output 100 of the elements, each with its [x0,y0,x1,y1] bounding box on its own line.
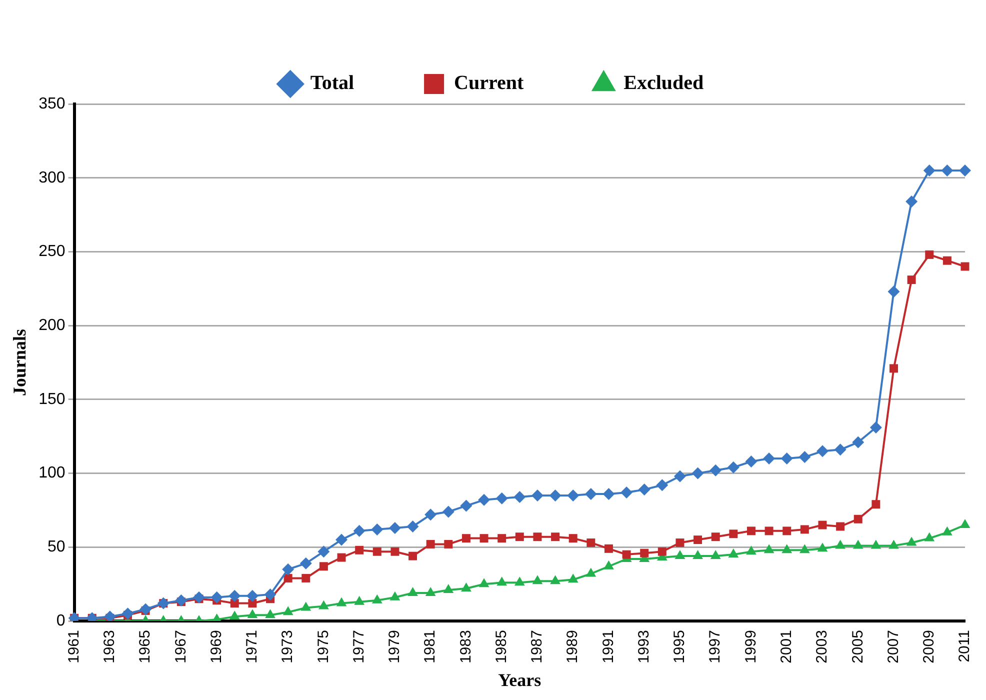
point [852,540,864,549]
y-tick-label: 200 [38,316,66,334]
point [444,540,453,548]
x-tick-label: 1969 [208,630,225,664]
point [318,546,330,558]
point [229,610,240,620]
point [852,436,864,448]
point [622,550,631,559]
point [888,540,899,549]
point [836,522,845,531]
x-tick-label: 1961 [65,630,82,664]
x-tick-label: 1967 [172,630,190,664]
point [818,520,827,530]
point [710,464,722,476]
point [514,576,525,586]
point [371,523,384,536]
y-tick-label: 250 [38,243,66,260]
point [584,488,597,500]
point [264,588,276,600]
point [782,526,792,536]
point [729,530,738,538]
point [478,578,490,588]
x-tick-label: 1985 [492,630,510,664]
point [567,489,580,502]
y-tick-label: 350 [38,95,66,112]
y-tick-label: 50 [48,538,66,556]
point [763,452,776,465]
point [498,534,506,543]
point [800,525,809,534]
x-tick-label: 2009 [920,630,938,664]
point [692,467,704,480]
point [568,574,578,583]
point [906,536,917,546]
point [355,546,364,554]
x-axis-title: Years [498,670,542,690]
x-tick-label: 1999 [742,630,760,664]
point [764,526,774,536]
x-tick-label: 1965 [136,630,154,664]
point [551,532,560,542]
point [515,532,524,542]
point [354,596,365,605]
legend-label: Total [310,72,354,94]
y-axis-title: Journals [9,329,30,396]
point [727,461,740,474]
point [284,574,292,582]
point [746,546,756,555]
point [300,602,312,611]
point [782,544,792,554]
point [496,492,508,504]
point [406,520,419,532]
point [531,489,544,502]
x-tick-label: 1987 [528,630,546,664]
x-tick-label: 1981 [422,630,439,664]
point [424,508,437,521]
point [532,575,543,584]
point [514,490,526,503]
point [388,522,401,534]
x-tick-label: 1979 [386,630,404,664]
y-tick-label: 0 [56,612,66,630]
x-tick-label: 1995 [671,630,688,664]
x-tick-label: 1983 [457,630,474,664]
point [460,500,472,512]
point [462,534,470,543]
point [960,519,970,528]
point [337,553,346,562]
point [140,603,152,616]
point [586,538,596,547]
point [854,514,862,524]
x-tick-label: 1971 [244,630,261,664]
x-tick-label: 2005 [849,630,866,664]
point [942,526,952,536]
point [372,547,382,556]
point [372,594,382,604]
point [817,542,828,552]
point [390,591,400,600]
point [568,534,578,543]
point [604,544,613,553]
point [674,470,686,482]
x-tick-label: 2011 [956,630,974,662]
point [834,444,846,456]
x-tick-label: 1991 [600,630,617,664]
point [638,484,650,496]
point [604,560,614,570]
point [745,455,758,468]
point [676,538,684,547]
point [870,422,882,434]
point [336,534,348,546]
point [658,547,666,556]
x-tick-label: 1977 [350,630,368,664]
point [300,557,312,570]
point [959,164,971,176]
point [282,563,294,576]
point [694,536,702,544]
point [282,606,294,616]
x-tick-label: 2007 [884,630,902,664]
x-tick-label: 1973 [279,630,296,664]
point [408,586,418,596]
point [228,590,241,602]
point [302,574,310,582]
point [692,550,703,560]
